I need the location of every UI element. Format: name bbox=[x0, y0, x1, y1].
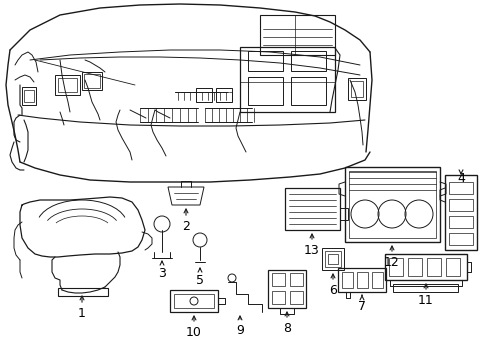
Bar bbox=[291, 77, 326, 105]
Bar bbox=[290, 273, 303, 286]
Bar bbox=[22, 87, 36, 105]
Bar bbox=[290, 291, 303, 304]
Bar bbox=[349, 171, 436, 238]
Text: 3: 3 bbox=[158, 267, 166, 280]
Bar bbox=[174, 294, 214, 308]
Bar bbox=[449, 233, 473, 245]
Bar bbox=[248, 51, 283, 71]
Bar bbox=[82, 72, 102, 90]
Text: 8: 8 bbox=[283, 322, 291, 335]
Bar bbox=[55, 75, 80, 95]
Bar bbox=[170, 290, 218, 312]
Bar bbox=[345, 167, 440, 242]
Bar bbox=[272, 291, 285, 304]
Bar bbox=[291, 51, 326, 71]
Text: 10: 10 bbox=[186, 326, 202, 339]
Text: 5: 5 bbox=[196, 274, 204, 287]
Bar bbox=[385, 254, 467, 280]
Bar bbox=[449, 199, 473, 211]
Bar bbox=[196, 88, 212, 102]
Bar bbox=[58, 288, 108, 296]
Bar bbox=[58, 78, 77, 92]
Bar bbox=[84, 74, 100, 88]
Bar bbox=[340, 208, 348, 220]
Text: 12: 12 bbox=[384, 256, 400, 269]
Bar bbox=[272, 273, 285, 286]
Bar bbox=[285, 188, 340, 230]
Bar bbox=[216, 88, 232, 102]
Bar bbox=[427, 258, 441, 276]
Bar bbox=[328, 254, 338, 264]
Bar bbox=[389, 258, 403, 276]
Bar bbox=[342, 272, 353, 288]
Bar bbox=[357, 272, 368, 288]
Bar bbox=[408, 258, 422, 276]
Bar bbox=[449, 182, 473, 194]
Text: 13: 13 bbox=[304, 244, 320, 257]
Text: 6: 6 bbox=[329, 284, 337, 297]
Text: 2: 2 bbox=[182, 220, 190, 233]
Bar bbox=[260, 15, 335, 55]
Bar bbox=[446, 258, 460, 276]
Bar bbox=[393, 284, 458, 292]
Bar bbox=[24, 90, 34, 102]
Text: 1: 1 bbox=[78, 307, 86, 320]
Bar bbox=[445, 175, 477, 250]
Bar bbox=[322, 248, 344, 270]
Text: 11: 11 bbox=[418, 294, 434, 307]
Bar bbox=[351, 81, 363, 97]
Text: 7: 7 bbox=[358, 300, 366, 313]
Bar bbox=[449, 216, 473, 228]
Bar bbox=[268, 270, 306, 308]
Bar bbox=[372, 272, 383, 288]
Text: 4: 4 bbox=[457, 172, 465, 185]
Bar bbox=[325, 251, 341, 267]
Bar bbox=[338, 268, 386, 292]
Bar bbox=[248, 77, 283, 105]
Bar bbox=[348, 78, 366, 100]
Bar bbox=[240, 47, 335, 112]
Text: 9: 9 bbox=[236, 324, 244, 337]
